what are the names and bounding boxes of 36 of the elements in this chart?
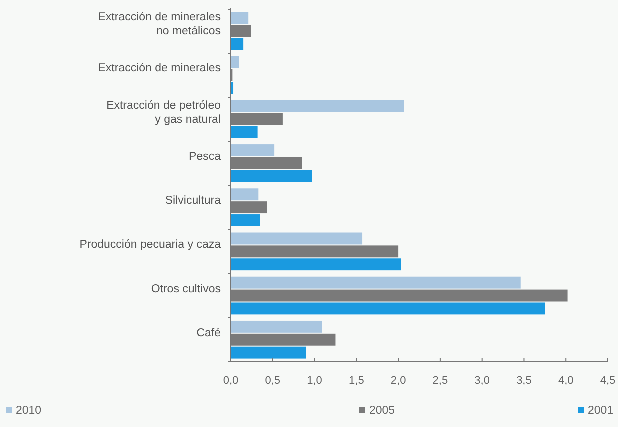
x-tick-label: 0,5 [265,375,281,387]
bar [231,170,312,182]
y-tick-label: Extracción de petróleo y gas natural [106,100,221,126]
bar [231,188,259,201]
x-tick-label: 3,5 [516,375,532,387]
bar [231,276,521,289]
x-tick-label: 1,5 [349,375,364,387]
bar [231,100,404,112]
y-tick-label: Extracción de minerales no metálicos [98,12,222,38]
x-tick-label: 4,0 [558,375,574,387]
bar [231,56,240,68]
bar [231,320,322,333]
y-tick-label: Extracción de minerales [98,62,222,75]
bar [231,302,546,315]
y-tick-label: Producción pecuaria y caza [80,239,222,252]
bar [231,214,260,226]
y-tick-label: Silvicultura [165,195,222,208]
bar [231,232,363,245]
x-tick-label: 2,5 [432,375,448,387]
bar [231,12,249,24]
y-tick-label: Pesca [189,150,222,163]
x-tick-label: 2,0 [390,375,406,387]
y-tick-label: Otros cultivos [151,283,222,296]
y-tick-label: Café [196,327,221,340]
x-tick-label: 1,0 [307,375,322,387]
x-tick-label: 3,0 [474,375,490,387]
legend-label: 2005 [370,405,396,417]
legend-label: 2001 [588,405,614,417]
x-tick-label: 0,0 [223,375,239,387]
legend-label: 2010 [16,405,42,417]
bar [231,144,275,156]
bar [231,346,306,359]
x-tick-label: 4,5 [600,375,616,387]
bar [231,126,258,138]
bar [231,38,244,50]
bar [231,258,402,271]
